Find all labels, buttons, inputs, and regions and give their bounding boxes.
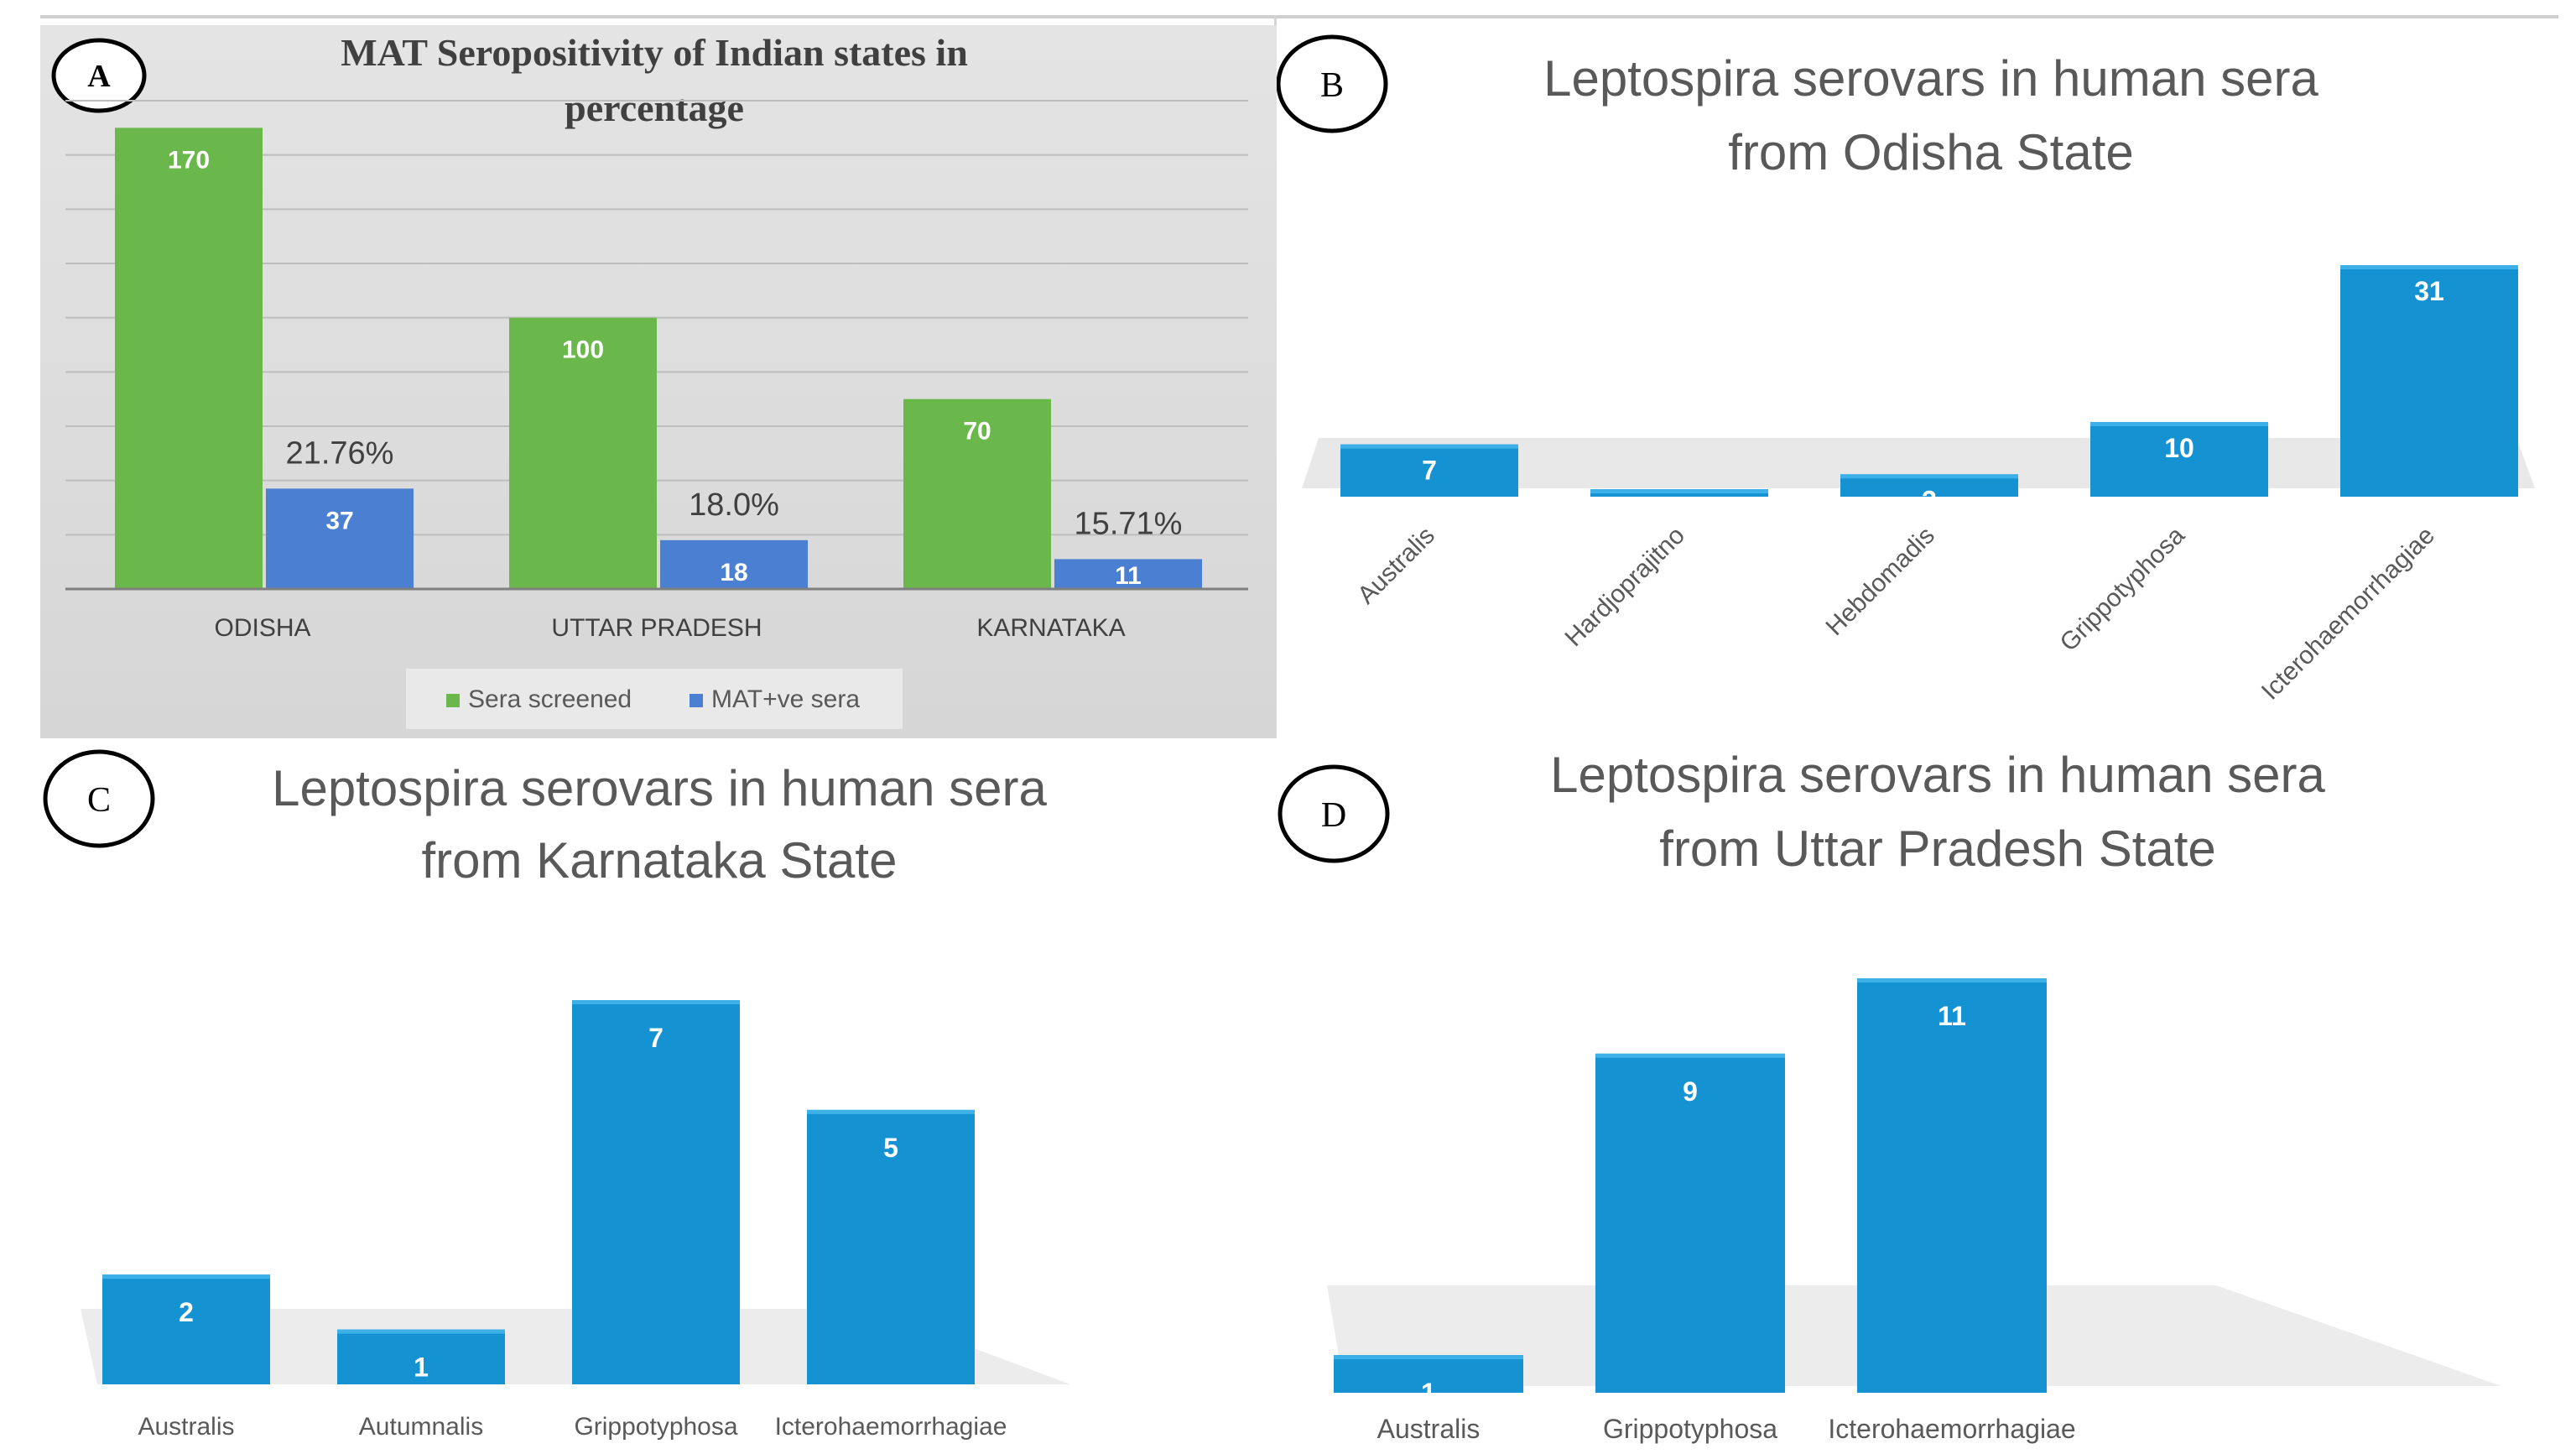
data-label-sera-screened-uttar-pradesh: 100 [562,336,604,364]
data-label-mat-ve-sera-uttar-pradesh: 18 [720,559,747,586]
bar-australis [1334,1355,1523,1393]
data-label-mat-ve-sera-karnataka: 11 [1115,562,1142,590]
panel-a: A MAT Seropositivity of Indian states in… [40,25,1277,738]
x-tick-grippotyphosa: Grippotyphosa [1603,1414,1777,1444]
chart-a-title-line1: MAT Seropositivity of Indian states in [341,31,968,74]
bar-highlight-icterohaemorrhagiae [807,1109,975,1114]
panel-d-label-circle [1278,764,1390,863]
chart-d-title-line2: from Uttar Pradesh State [1659,821,2216,877]
chart-c-title-line2: from Karnataka State [422,832,898,889]
bar-mat-ve-sera-uttar-pradesh [660,539,808,589]
panel-d-label: D [1321,796,1346,835]
data-label-sera-screened-odisha: 170 [168,146,210,174]
bar-sera-screened-karnataka [903,399,1051,589]
x-tick-icterohaemorrhagiae: Icterohaemorrhagiae [1828,1414,2075,1444]
data-label-grippotyphosa: 7 [648,1023,664,1053]
chart-d-title-line1: Leptospira serovars in human sera [1550,747,2325,803]
bar-mat-ve-sera-karnataka [1054,559,1202,589]
data-label-hardjoprajitno: 1 [1672,500,1687,530]
chart-a-title-line2: percentage [565,86,744,129]
chart-b-title-line2: from Odisha State [1728,124,2134,180]
bar-highlight-australis [1334,1355,1523,1360]
percent-annotation-odisha: 21.76% [286,435,394,471]
bar-icterohaemorrhagiae [807,1109,975,1384]
bar-grippotyphosa [1595,1053,1785,1393]
bar-highlight-hardjoprajitno [1590,489,1768,494]
chart-a-svg: A MAT Seropositivity of Indian states in… [51,31,1248,729]
chart-c-svg: C Leptospira serovars in human sera from… [43,749,1070,1441]
panel-c-label-circle [43,749,155,848]
chart-c-title-line1: Leptospira serovars in human sera [272,760,1047,816]
percent-annotation-uttar-pradesh: 18.0% [689,487,779,523]
legend-label-sera-screened: Sera screened [468,685,632,713]
chart-a-legend [406,669,903,729]
bar-australis [102,1274,270,1384]
bar-highlight-autumnalis [337,1329,505,1334]
bar-highlight-australis [102,1274,270,1279]
data-label-grippotyphosa: 10 [2164,433,2194,463]
x-tick-hebdomadis: Hebdomadis [1821,522,1940,641]
x-tick-australis: Australis [1352,522,1440,610]
data-label-australis: 2 [179,1297,194,1327]
bar-highlight-grippotyphosa [572,1000,740,1004]
bar-highlight-grippotyphosa [1595,1053,1785,1058]
bar-sera-screened-uttar-pradesh [509,317,657,589]
chart-d-bars: 1 Australis 9 Grippotyphosa 11 Icterohaemorrh… [1334,978,2076,1444]
legend-swatch-sera-screened [446,694,460,707]
legend-label-mat-ve-sera: MAT+ve sera [711,685,860,713]
x-tick-icterohaemorrhagiae: Icterohaemorrhagiae [2256,522,2440,706]
bar-icterohaemorrhagiae [2340,265,2518,497]
bar-highlight-icterohaemorrhagiae [1857,978,2047,982]
x-tick-grippotyphosa: Grippotyphosa [2055,521,2191,657]
panel-d: D Leptospira serovars in human sera from… [1277,740,2558,1451]
bar-australis [1340,444,1518,497]
chart-c-bars: 2 Australis 1 Autumnalis 7 Grippotyphosa 5 Icte… [102,1000,1007,1441]
panel-c-label: C [87,781,111,820]
bar-highlight-icterohaemorrhagiae [2340,265,2518,269]
bar-icterohaemorrhagiae [1857,978,2047,1393]
percent-annotation-karnataka: 15.71% [1075,506,1183,541]
x-tick-australis: Australis [1377,1414,1481,1444]
data-label-sera-screened-karnataka: 70 [963,418,991,446]
panel-b-label: B [1320,66,1344,105]
chart-d-svg: D Leptospira serovars in human sera from… [1278,747,2501,1444]
bar-highlight-grippotyphosa [2090,421,2268,426]
data-label-autumnalis: 1 [414,1352,429,1383]
x-tick-hardjoprajitno: Hardjoprajitno [1560,522,1690,652]
data-label-australis: 1 [1421,1378,1436,1408]
data-label-icterohaemorrhagiae: 5 [883,1133,898,1163]
data-label-grippotyphosa: 9 [1683,1076,1698,1107]
x-tick-australis: Australis [138,1413,234,1441]
data-label-icterohaemorrhagiae: 31 [2414,276,2444,306]
bar-autumnalis [337,1329,505,1384]
x-tick-uttar-pradesh: UTTAR PRADESH [551,614,762,642]
data-label-hebdomadis: 3 [1922,485,1937,515]
bar-sera-screened-odisha [115,128,263,589]
chart-b-title-line1: Leptospira serovars in human sera [1543,50,2318,107]
data-label-mat-ve-sera-odisha: 37 [325,507,353,534]
bar-grippotyphosa [2090,421,2268,497]
chart-a-bars: 170 37 21.76% ODISHA 100 18 18.0% UTTAR PRADESH… [115,128,1202,642]
bar-grippotyphosa [572,1000,740,1384]
data-label-icterohaemorrhagiae: 11 [1938,1001,1966,1031]
legend-swatch-mat-ve-sera [690,694,703,707]
panel-b: B Leptospira serovars in human sera from… [1277,18,2558,740]
x-tick-grippotyphosa: Grippotyphosa [574,1413,737,1441]
panel-b-label-circle [1277,34,1388,133]
frame-top-border [40,15,2558,18]
x-tick-autumnalis: Autumnalis [359,1413,483,1441]
bar-highlight-australis [1340,444,1518,449]
x-tick-karnataka: KARNATAKA [976,614,1125,642]
x-tick-odisha: ODISHA [214,614,310,642]
data-label-australis: 7 [1422,456,1437,486]
x-tick-icterohaemorrhagiae: Icterohaemorrhagiae [775,1413,1007,1441]
chart-b-svg: B Leptospira serovars in human sera from… [1277,34,2535,706]
panel-a-label-circle [51,38,147,113]
bar-mat-ve-sera-odisha [266,488,414,589]
panel-c: C Leptospira serovars in human sera from… [30,738,1277,1451]
panel-a-label: A [87,59,111,94]
bar-highlight-hebdomadis [1840,474,2018,479]
